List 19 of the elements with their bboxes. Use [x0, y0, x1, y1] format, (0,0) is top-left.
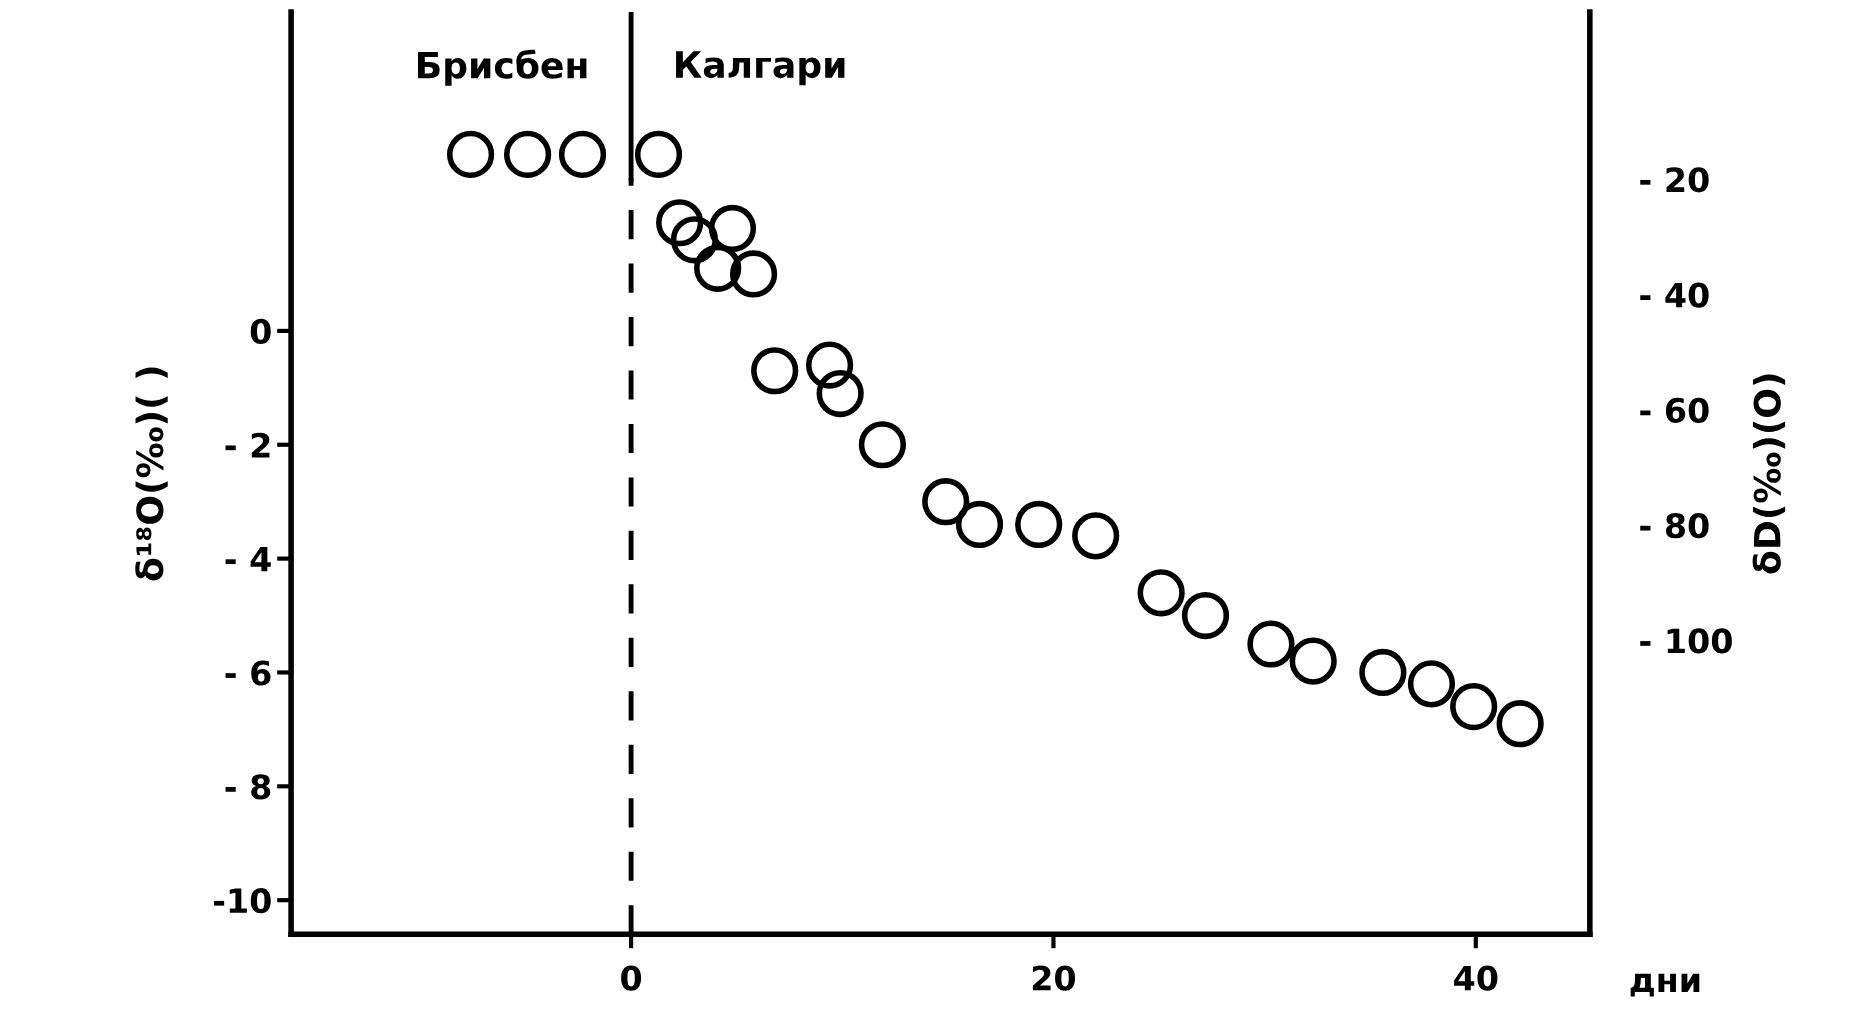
annotation: Калгари	[676, 51, 845, 86]
y-tick-label: 0	[250, 318, 271, 345]
y-tick-label: - 4	[225, 546, 271, 572]
y-tick-label: - 8	[225, 774, 271, 800]
y-tick-label: -10	[213, 888, 271, 914]
x-tick-label: 0	[621, 965, 642, 991]
annotation: Брисбен	[418, 49, 587, 86]
x-tick-label: 40	[1454, 965, 1498, 991]
y-tick-label: - 6	[225, 660, 271, 686]
y2-tick-label: - 80	[1640, 513, 1709, 539]
y2-tick-label: - 40	[1640, 282, 1709, 308]
x-tick-label: 20	[1032, 965, 1076, 991]
y2-tick-label: - 60	[1640, 397, 1709, 423]
y-tick-label: - 2	[225, 432, 270, 458]
y2-tick-label: - 100	[1640, 628, 1732, 654]
y-axis-title: δ¹⁸O(‰)( )	[135, 367, 168, 581]
y2-axis-title: δD(‰)(O)	[1752, 374, 1786, 574]
x-axis-title: дни	[1630, 973, 1700, 997]
y2-tick-label: - 20	[1640, 167, 1709, 193]
